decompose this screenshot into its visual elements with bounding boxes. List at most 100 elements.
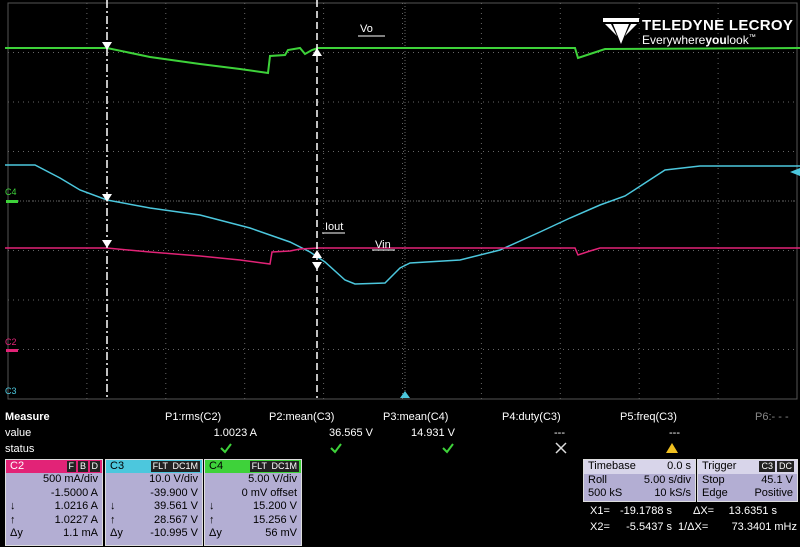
box-title: Timebase [588, 460, 636, 472]
delay: 0.0 s [667, 460, 691, 472]
channel-header: C4 DC1M FLT [205, 460, 301, 473]
scale: 5.00 V/div [248, 473, 297, 485]
trademark: ™ [748, 34, 756, 41]
param-value: --- [669, 427, 680, 439]
channel-header: C3 DC1M FLT [106, 460, 202, 473]
channel-tag: FLT [150, 461, 170, 472]
slogan: look [726, 33, 749, 47]
channel-tag: DC1M [269, 461, 299, 472]
cursor-label: 1/ΔX= [678, 521, 709, 533]
cursor-label: X2= [590, 521, 610, 533]
cursor-label: ΔX= [693, 505, 715, 517]
channel-tag: B [77, 461, 88, 472]
grid [8, 3, 797, 399]
row: 10.0 V/div [106, 473, 202, 487]
trace-label: Iout [325, 221, 344, 233]
channel-tag: F [66, 461, 76, 472]
cursor-value: 15.256 V [252, 513, 297, 526]
row: -1.5000 A [6, 487, 102, 501]
row: Δy 1.1 mA [6, 527, 102, 541]
channel-tag: D [89, 461, 100, 472]
param-value: --- [554, 427, 565, 439]
channel-marker: C2 [5, 337, 17, 347]
param-value: 14.931 V [410, 427, 455, 439]
offset: -1.5000 A [50, 486, 98, 499]
offset: 0 mV offset [241, 486, 297, 499]
channel-box: C3 DC1M FLT 10.0 V/div -39.900 V ↓ 39.561 V ↑ 28… [105, 459, 203, 546]
c2-ground [6, 349, 18, 352]
param-name: P4:duty(C3) [502, 411, 561, 423]
row: ↑ 28.567 V [106, 514, 202, 528]
trace-iout [5, 164, 800, 285]
trigger-marker [400, 391, 410, 398]
channel-name: C4 [209, 460, 224, 472]
row: ↓ 1.0216 A [6, 500, 102, 514]
cursor-value: -5.5437 s [626, 521, 672, 533]
logo-brand: TELEDYNE LECROY [642, 17, 794, 34]
cursor-label: X1= [590, 505, 610, 517]
cursor-value: 39.561 V [153, 500, 198, 512]
cursor-label: ↓ [110, 500, 116, 512]
cursor-value: 13.6351 s [728, 505, 777, 517]
measure-title: Measure [5, 411, 50, 423]
row: 0 mV offset [205, 487, 301, 501]
channel-box: C2 D B F 500 mA/div -1.5000 A ↓ 1.0216 A ↑ 1.0227… [5, 459, 103, 546]
param-name: P3:mean(C4) [383, 411, 449, 423]
cursor-arrows [102, 42, 322, 270]
timebase-box: Timebase 0.0 s Roll 5.00 s/div 500 kS 10 kS… [583, 459, 696, 502]
cursor-value: -10.995 V [150, 527, 198, 539]
channel-box: C4 DC1M FLT 5.00 V/div 0 mV offset ↓ 15.200 V ↑… [204, 459, 302, 546]
row: Δy 56 mV [205, 527, 301, 541]
param-name: P5:freq(C3) [620, 411, 677, 423]
trace-vin [5, 247, 800, 265]
level: 45.1 V [761, 473, 793, 486]
cursor-label: Δy [110, 527, 123, 539]
logo-slogan: Everywhereyoulook™ [642, 33, 756, 47]
param-value: 1.0023 A [213, 427, 257, 439]
row: ↑ 1.0227 A [6, 514, 102, 528]
samples: 500 kS [588, 487, 623, 499]
cursor-value: 1.0216 A [54, 500, 98, 512]
status-icons [220, 442, 678, 454]
cursor-label: Δy [209, 527, 222, 539]
channel-tag: DC1M [170, 461, 200, 472]
row: ↑ 15.256 V [205, 514, 301, 528]
trace-label: Vo [360, 23, 373, 35]
row: ↓ 15.200 V [205, 500, 301, 514]
state: Stop [702, 473, 725, 486]
trigger-source: C3 [759, 461, 775, 472]
rate: 10 kS/s [654, 487, 691, 499]
graticule [5, 0, 800, 400]
cursor-value: 73.3401 mHz [731, 521, 797, 533]
scale: 10.0 V/div [149, 473, 198, 485]
box-title: Trigger [702, 460, 737, 472]
scale: 500 mA/div [42, 473, 98, 485]
row: -39.900 V [106, 487, 202, 501]
row: Δy -10.995 V [106, 527, 202, 541]
trigger-box: Trigger C3 DC Stop 45.1 V Edge Positive [697, 459, 798, 502]
offset: -39.900 V [150, 486, 198, 499]
mode: Roll [588, 473, 607, 486]
row: 500 mA/div [6, 473, 102, 487]
cursor-value: -19.1788 s [620, 505, 672, 517]
channel-marker: C3 [5, 386, 17, 396]
channel-header: C2 D B F [6, 460, 102, 473]
slogan: you [705, 33, 727, 47]
param-value: 36.565 V [328, 427, 373, 439]
row-label: status [5, 443, 35, 455]
cursor-label: ↑ [10, 513, 16, 526]
scale: 5.00 s/div [643, 473, 691, 486]
c4-ground [6, 200, 18, 203]
slope: Positive [754, 487, 793, 499]
slogan: Everywhere [642, 33, 706, 47]
trace-vo [5, 46, 800, 75]
row: 5.00 V/div [205, 473, 301, 487]
cursor-value: 1.0227 A [54, 513, 98, 526]
cursor-value: 28.567 V [153, 513, 198, 526]
channel-tag: FLT [249, 461, 269, 472]
trigger-coupling: DC [777, 461, 794, 472]
channel-name: C2 [10, 460, 25, 472]
cursor-label: ↑ [110, 513, 116, 526]
param-name: P1:rms(C2) [165, 411, 222, 423]
